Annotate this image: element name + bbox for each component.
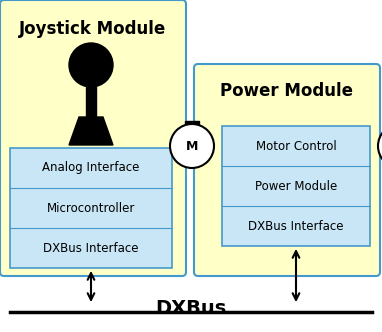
Text: DXBus Interface: DXBus Interface [248, 219, 344, 232]
Text: Joystick Module: Joystick Module [19, 20, 167, 38]
FancyBboxPatch shape [222, 126, 370, 246]
FancyBboxPatch shape [0, 0, 186, 276]
Polygon shape [69, 117, 113, 145]
Circle shape [69, 43, 113, 87]
Text: M: M [186, 139, 198, 152]
Text: DXBus Interface: DXBus Interface [43, 241, 139, 255]
Text: Microcontroller: Microcontroller [47, 202, 135, 214]
Bar [185, 121, 199, 135]
Circle shape [378, 124, 382, 168]
Polygon shape [86, 87, 96, 117]
Text: Motor Control: Motor Control [256, 139, 337, 152]
Text: Power Module: Power Module [255, 180, 337, 193]
Circle shape [170, 124, 214, 168]
FancyBboxPatch shape [194, 64, 380, 276]
FancyBboxPatch shape [10, 148, 172, 268]
Text: Analog Interface: Analog Interface [42, 161, 140, 175]
Text: Power Module: Power Module [220, 82, 353, 100]
Text: DXBus: DXBus [155, 299, 227, 318]
